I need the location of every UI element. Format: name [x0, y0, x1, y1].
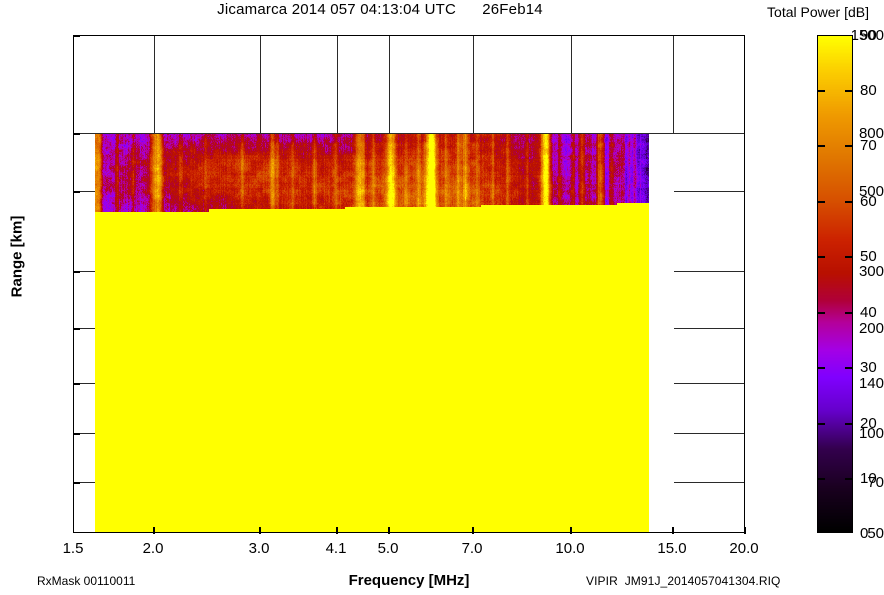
- colorbar-title: Total Power [dB]: [767, 4, 869, 20]
- rxmask-note: RxMask 00110011: [37, 574, 136, 588]
- x-tick-label-10.0: 10.0: [555, 540, 585, 557]
- y-tick-label-140: 140: [858, 375, 884, 392]
- x-tick-mark-2.0: [153, 527, 155, 534]
- x-tick-label-7.0: 7.0: [461, 540, 483, 557]
- x-tick-label-3.0: 3.0: [248, 540, 270, 557]
- colorbar-tick-label-40: 40: [860, 304, 877, 321]
- y-tick-mark-70: [73, 482, 80, 484]
- gridline-y-800: [74, 133, 744, 134]
- colorbar-tick-label-50: 50: [860, 248, 877, 265]
- colorbar-tick-mark-70-right: [845, 145, 852, 147]
- y-tick-label-300: 300: [858, 263, 884, 280]
- colorbar: [817, 35, 853, 533]
- colorbar-tick-mark-40-left: [818, 312, 825, 314]
- colorbar-tick-mark-40-right: [845, 312, 852, 314]
- y-tick-mark-100: [73, 433, 80, 435]
- x-tick-label-2.0: 2.0: [142, 540, 164, 557]
- y-tick-mark-200: [73, 328, 80, 330]
- colorbar-tick-mark-20-right: [845, 423, 852, 425]
- colorbar-tick-mark-50-left: [818, 256, 825, 258]
- colorbar-tick-mark-30-left: [818, 367, 825, 369]
- y-tick-mark-140: [73, 383, 80, 385]
- x-tick-mark-7.0: [472, 527, 474, 534]
- x-tick-mark-4.1: [336, 527, 338, 534]
- colorbar-tick-mark-60-right: [845, 201, 852, 203]
- x-tick-mark-3.0: [259, 527, 261, 534]
- colorbar-tick-mark-20-left: [818, 423, 825, 425]
- spectrogram-plot-area: [73, 35, 745, 533]
- y-tick-label-1500: 1500: [850, 27, 884, 44]
- y-tick-label-500: 500: [858, 183, 884, 200]
- y-tick-mark-800: [73, 133, 80, 135]
- colorbar-tick-mark-80-right: [845, 90, 852, 92]
- spectrogram-image: [95, 134, 674, 532]
- colorbar-tick-label-60: 60: [860, 193, 877, 210]
- x-tick-label-4.1: 4.1: [325, 540, 347, 557]
- colorbar-tick-label-90: 90: [860, 27, 877, 44]
- page-title: Jicamarca 2014 057 04:13:04 UTC 26Feb14: [217, 1, 543, 18]
- colorbar-tick-label-20: 20: [860, 415, 877, 432]
- x-tick-mark-20.0: [744, 527, 746, 534]
- x-tick-label-5.0: 5.0: [377, 540, 399, 557]
- y-tick-mark-300: [73, 271, 80, 273]
- y-tick-label-800: 800: [858, 125, 884, 142]
- colorbar-tick-mark-30-right: [845, 367, 852, 369]
- colorbar-tick-mark-60-left: [818, 201, 825, 203]
- x-tick-mark-10.0: [570, 527, 572, 534]
- colorbar-tick-label-10: 10: [860, 470, 877, 487]
- x-tick-label-1.5: 1.5: [62, 540, 84, 557]
- x-axis-label: Frequency [MHz]: [348, 572, 470, 589]
- y-tick-mark-1500: [73, 35, 80, 37]
- source-file-note: VIPIR JM91J_2014057041304.RIQ: [586, 574, 781, 588]
- y-tick-mark-500: [73, 191, 80, 193]
- y-tick-label-50: 50: [867, 525, 884, 542]
- colorbar-tick-mark-70-left: [818, 145, 825, 147]
- colorbar-tick-label-30: 30: [860, 359, 877, 376]
- x-tick-label-15.0: 15.0: [657, 540, 687, 557]
- colorbar-tick-mark-80-left: [818, 90, 825, 92]
- colorbar-tick-label-0: 0: [860, 525, 869, 542]
- x-tick-label-20.0: 20.0: [729, 540, 759, 557]
- colorbar-tick-mark-10-left: [818, 478, 825, 480]
- y-tick-label-200: 200: [858, 320, 884, 337]
- y-tick-label-100: 100: [858, 425, 884, 442]
- colorbar-tick-label-70: 70: [860, 137, 877, 154]
- x-tick-mark-5.0: [388, 527, 390, 534]
- colorbar-tick-label-80: 80: [860, 82, 877, 99]
- y-axis-label: Range [km]: [8, 215, 26, 298]
- y-tick-label-70: 70: [867, 474, 884, 491]
- colorbar-tick-mark-50-right: [845, 256, 852, 258]
- x-tick-mark-15.0: [672, 527, 674, 534]
- colorbar-tick-mark-10-right: [845, 478, 852, 480]
